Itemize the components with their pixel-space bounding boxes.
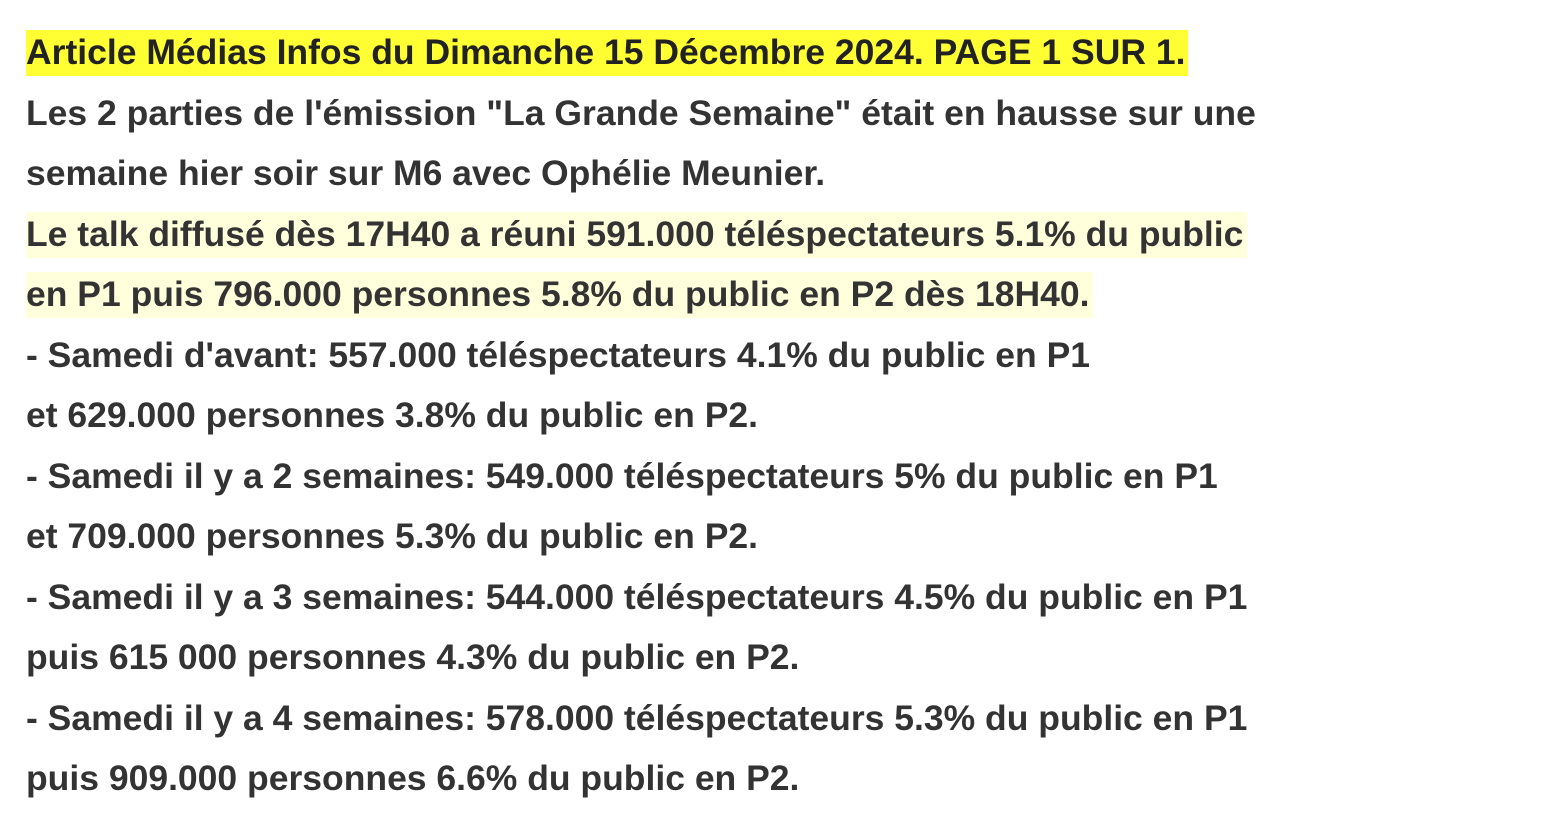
history-item-1-line-2: et 629.000 personnes 3.8% du public en P… [26,395,758,435]
article-body: Article Médias Infos du Dimanche 15 Déce… [26,22,1536,809]
history-item-4-line-2: puis 909.000 personnes 6.6% du public en… [26,758,800,798]
history-item-2-line-1: - Samedi il y a 2 semaines: 549.000 télé… [26,455,1218,496]
history-item-4-line-1: - Samedi il y a 4 semaines: 578.000 télé… [26,697,1248,738]
history-item-1-line-1: - Samedi d'avant: 557.000 téléspectateur… [26,334,1090,375]
history-item-2-line-2: et 709.000 personnes 5.3% du public en P… [26,516,758,556]
article-title-line: Article Médias Infos du Dimanche 15 Déce… [26,22,1536,83]
highlight-line-1: Le talk diffusé dès 17H40 a réuni 591.00… [26,211,1248,258]
highlight-line-2-wrapper: en P1 puis 796.000 personnes 5.8% du pub… [26,264,1536,325]
article-title: Article Médias Infos du Dimanche 15 Déce… [26,30,1189,76]
highlight-line-2: en P1 puis 796.000 personnes 5.8% du pub… [26,272,1094,318]
intro-line-2: semaine hier soir sur M6 avec Ophélie Me… [26,153,826,193]
history-item-3-line-1: - Samedi il y a 3 semaines: 544.000 télé… [26,576,1248,617]
highlight-line-1-wrapper: Le talk diffusé dès 17H40 a réuni 591.00… [26,204,1536,265]
intro-line-1: Les 2 parties de l'émission "La Grande S… [26,92,1256,133]
history-item-3-line-2: puis 615 000 personnes 4.3% du public en… [26,637,800,677]
